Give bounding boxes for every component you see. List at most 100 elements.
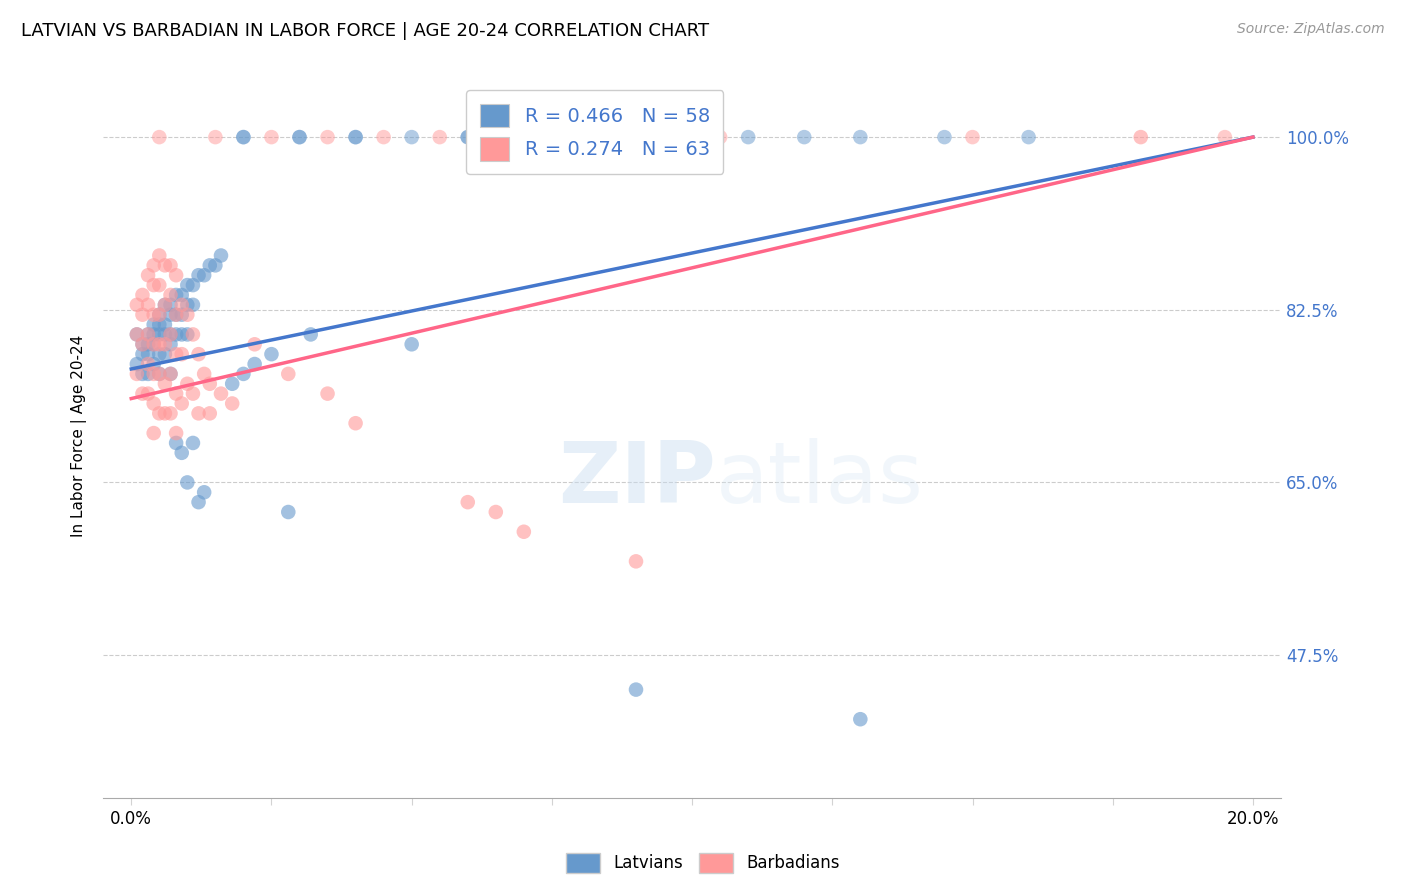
Point xyxy=(148,367,170,381)
Point xyxy=(260,130,283,145)
Point xyxy=(125,357,148,371)
Point xyxy=(198,406,221,420)
Point xyxy=(165,308,187,322)
Point xyxy=(142,337,165,351)
Y-axis label: In Labor Force | Age 20-24: In Labor Force | Age 20-24 xyxy=(72,334,87,537)
Point xyxy=(485,130,508,145)
Point xyxy=(159,327,181,342)
Point xyxy=(148,347,170,361)
Point xyxy=(568,130,591,145)
Point xyxy=(136,298,159,312)
Point xyxy=(153,376,176,391)
Point xyxy=(136,386,159,401)
Point xyxy=(260,347,283,361)
Point xyxy=(159,337,181,351)
Point xyxy=(153,337,176,351)
Point xyxy=(131,367,153,381)
Point xyxy=(401,337,423,351)
Point xyxy=(148,308,170,322)
Point xyxy=(709,130,731,145)
Point xyxy=(596,130,619,145)
Point xyxy=(125,327,148,342)
Point xyxy=(193,485,215,500)
Point xyxy=(131,337,153,351)
Point xyxy=(142,308,165,322)
Point xyxy=(181,298,204,312)
Point xyxy=(176,475,198,490)
Point xyxy=(624,130,647,145)
Point xyxy=(148,337,170,351)
Point xyxy=(209,386,232,401)
Point xyxy=(181,386,204,401)
Point xyxy=(316,386,339,401)
Point xyxy=(485,505,508,519)
Point xyxy=(198,258,221,272)
Point xyxy=(165,426,187,441)
Point xyxy=(176,278,198,293)
Point xyxy=(131,347,153,361)
Point xyxy=(148,367,170,381)
Point xyxy=(849,712,872,726)
Point xyxy=(243,357,266,371)
Point xyxy=(148,248,170,262)
Text: LATVIAN VS BARBADIAN IN LABOR FORCE | AGE 20-24 CORRELATION CHART: LATVIAN VS BARBADIAN IN LABOR FORCE | AG… xyxy=(21,22,709,40)
Point xyxy=(170,347,193,361)
Point xyxy=(193,367,215,381)
Point xyxy=(153,347,176,361)
Point xyxy=(159,327,181,342)
Point xyxy=(142,278,165,293)
Point xyxy=(165,288,187,302)
Point xyxy=(457,130,479,145)
Point xyxy=(793,130,815,145)
Point xyxy=(181,436,204,450)
Point xyxy=(344,130,367,145)
Point xyxy=(153,318,176,332)
Point xyxy=(142,367,165,381)
Point xyxy=(624,130,647,145)
Point xyxy=(136,357,159,371)
Point xyxy=(181,327,204,342)
Point xyxy=(232,367,254,381)
Point xyxy=(142,337,165,351)
Text: atlas: atlas xyxy=(716,438,924,521)
Point xyxy=(277,367,299,381)
Point xyxy=(125,367,148,381)
Point xyxy=(457,495,479,509)
Point xyxy=(142,426,165,441)
Point xyxy=(131,337,153,351)
Point xyxy=(142,318,165,332)
Point xyxy=(204,258,226,272)
Point xyxy=(165,386,187,401)
Point xyxy=(170,446,193,460)
Point xyxy=(131,386,153,401)
Point xyxy=(243,337,266,351)
Point xyxy=(288,130,311,145)
Point xyxy=(176,308,198,322)
Point xyxy=(176,376,198,391)
Point xyxy=(148,318,170,332)
Point xyxy=(299,327,322,342)
Point xyxy=(136,327,159,342)
Point xyxy=(624,682,647,697)
Point xyxy=(142,327,165,342)
Point xyxy=(165,268,187,283)
Point xyxy=(148,308,170,322)
Legend: Latvians, Barbadians: Latvians, Barbadians xyxy=(560,847,846,880)
Text: Source: ZipAtlas.com: Source: ZipAtlas.com xyxy=(1237,22,1385,37)
Point xyxy=(176,327,198,342)
Point xyxy=(849,130,872,145)
Point xyxy=(159,367,181,381)
Point xyxy=(277,505,299,519)
Point xyxy=(232,130,254,145)
Point xyxy=(153,298,176,312)
Point xyxy=(187,406,209,420)
Point xyxy=(316,130,339,145)
Point xyxy=(187,268,209,283)
Point xyxy=(170,308,193,322)
Point xyxy=(148,327,170,342)
Text: ZIP: ZIP xyxy=(558,438,716,521)
Point xyxy=(288,130,311,145)
Point xyxy=(541,130,564,145)
Point xyxy=(170,396,193,410)
Point xyxy=(153,258,176,272)
